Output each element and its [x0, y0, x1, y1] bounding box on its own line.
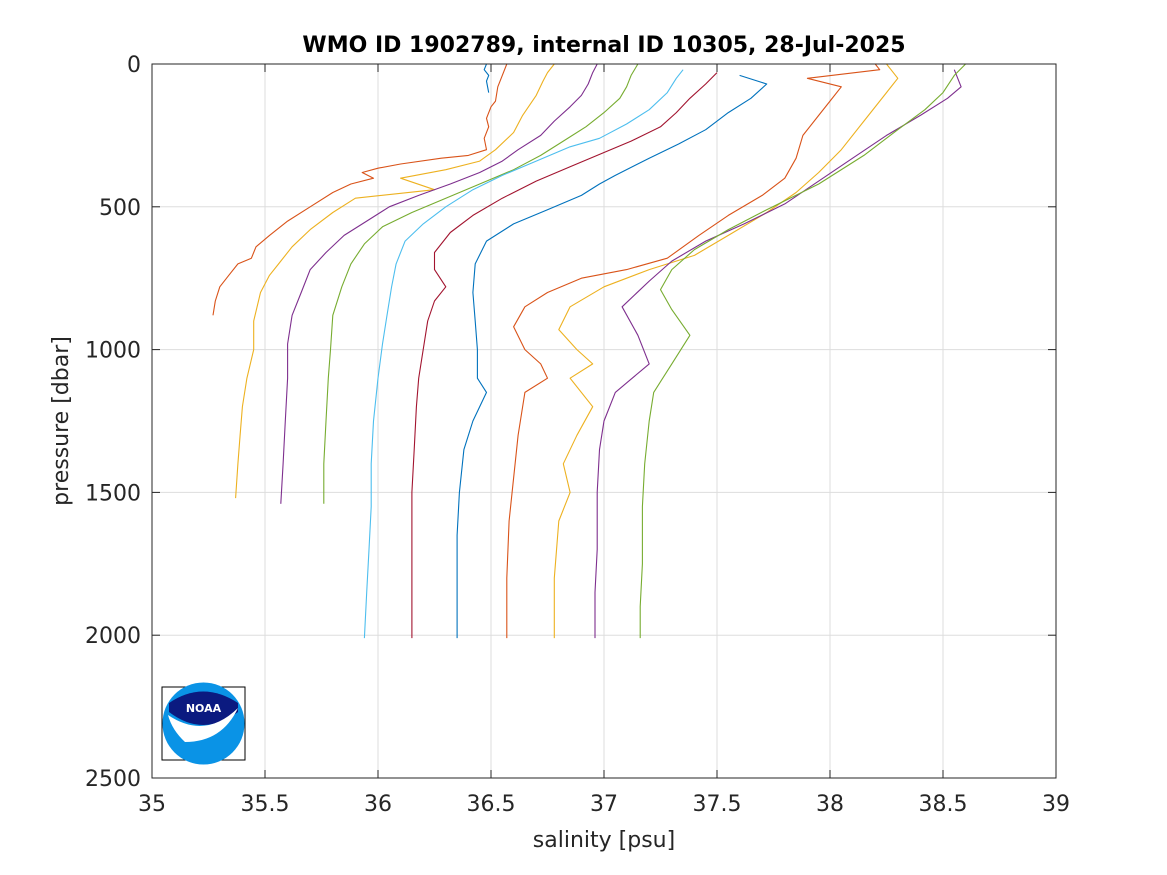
grid: [151, 63, 1057, 779]
salinity-profile-line-8: [456, 74, 768, 639]
y-tick-label: 1000: [85, 339, 141, 364]
x-tick-label: 36.5: [467, 792, 516, 817]
y-tick-label: 2500: [85, 767, 141, 792]
x-axis-label: salinity [psu]: [533, 828, 675, 853]
x-tick-label: 37.5: [693, 792, 742, 817]
salinity-profile-line-9: [506, 63, 881, 639]
salinity-profile-line-2: [212, 63, 508, 316]
svg-text:NOAA: NOAA: [186, 702, 222, 715]
x-tick-label: 38: [816, 792, 844, 817]
y-tick-label: 500: [99, 196, 141, 221]
salinity-profile-line-7: [411, 72, 718, 639]
salinity-profile-line-10: [553, 63, 899, 639]
salinity-profile-line-1: [483, 63, 490, 93]
salinity-profile-line-4: [280, 63, 598, 504]
series-group: [212, 63, 966, 639]
x-tick-label: 35.5: [241, 792, 290, 817]
ticks: 35 35.5 36 36.5 37 37.5 38 38.5 39 0 500 1000 1500 20…: [85, 53, 1070, 817]
chart-title: WMO ID 1902789, internal ID 10305, 28-Ju…: [302, 33, 905, 58]
y-tick-label: 2000: [85, 624, 141, 649]
y-tick-label: 0: [127, 53, 141, 78]
salinity-profile-line-6: [363, 69, 684, 639]
salinity-profile-line-12: [639, 63, 966, 639]
noaa-logo: NOAA: [161, 682, 246, 765]
x-tick-label: 38.5: [919, 792, 968, 817]
x-tick-label: 39: [1042, 792, 1070, 817]
salinity-profile-line-3: [235, 63, 555, 499]
y-axis-label: pressure [dbar]: [49, 336, 74, 506]
x-tick-label: 35: [138, 792, 166, 817]
x-tick-label: 37: [590, 792, 618, 817]
salinity-profile-line-5: [323, 63, 639, 504]
y-tick-label: 1500: [85, 481, 141, 506]
x-tick-label: 36: [364, 792, 392, 817]
